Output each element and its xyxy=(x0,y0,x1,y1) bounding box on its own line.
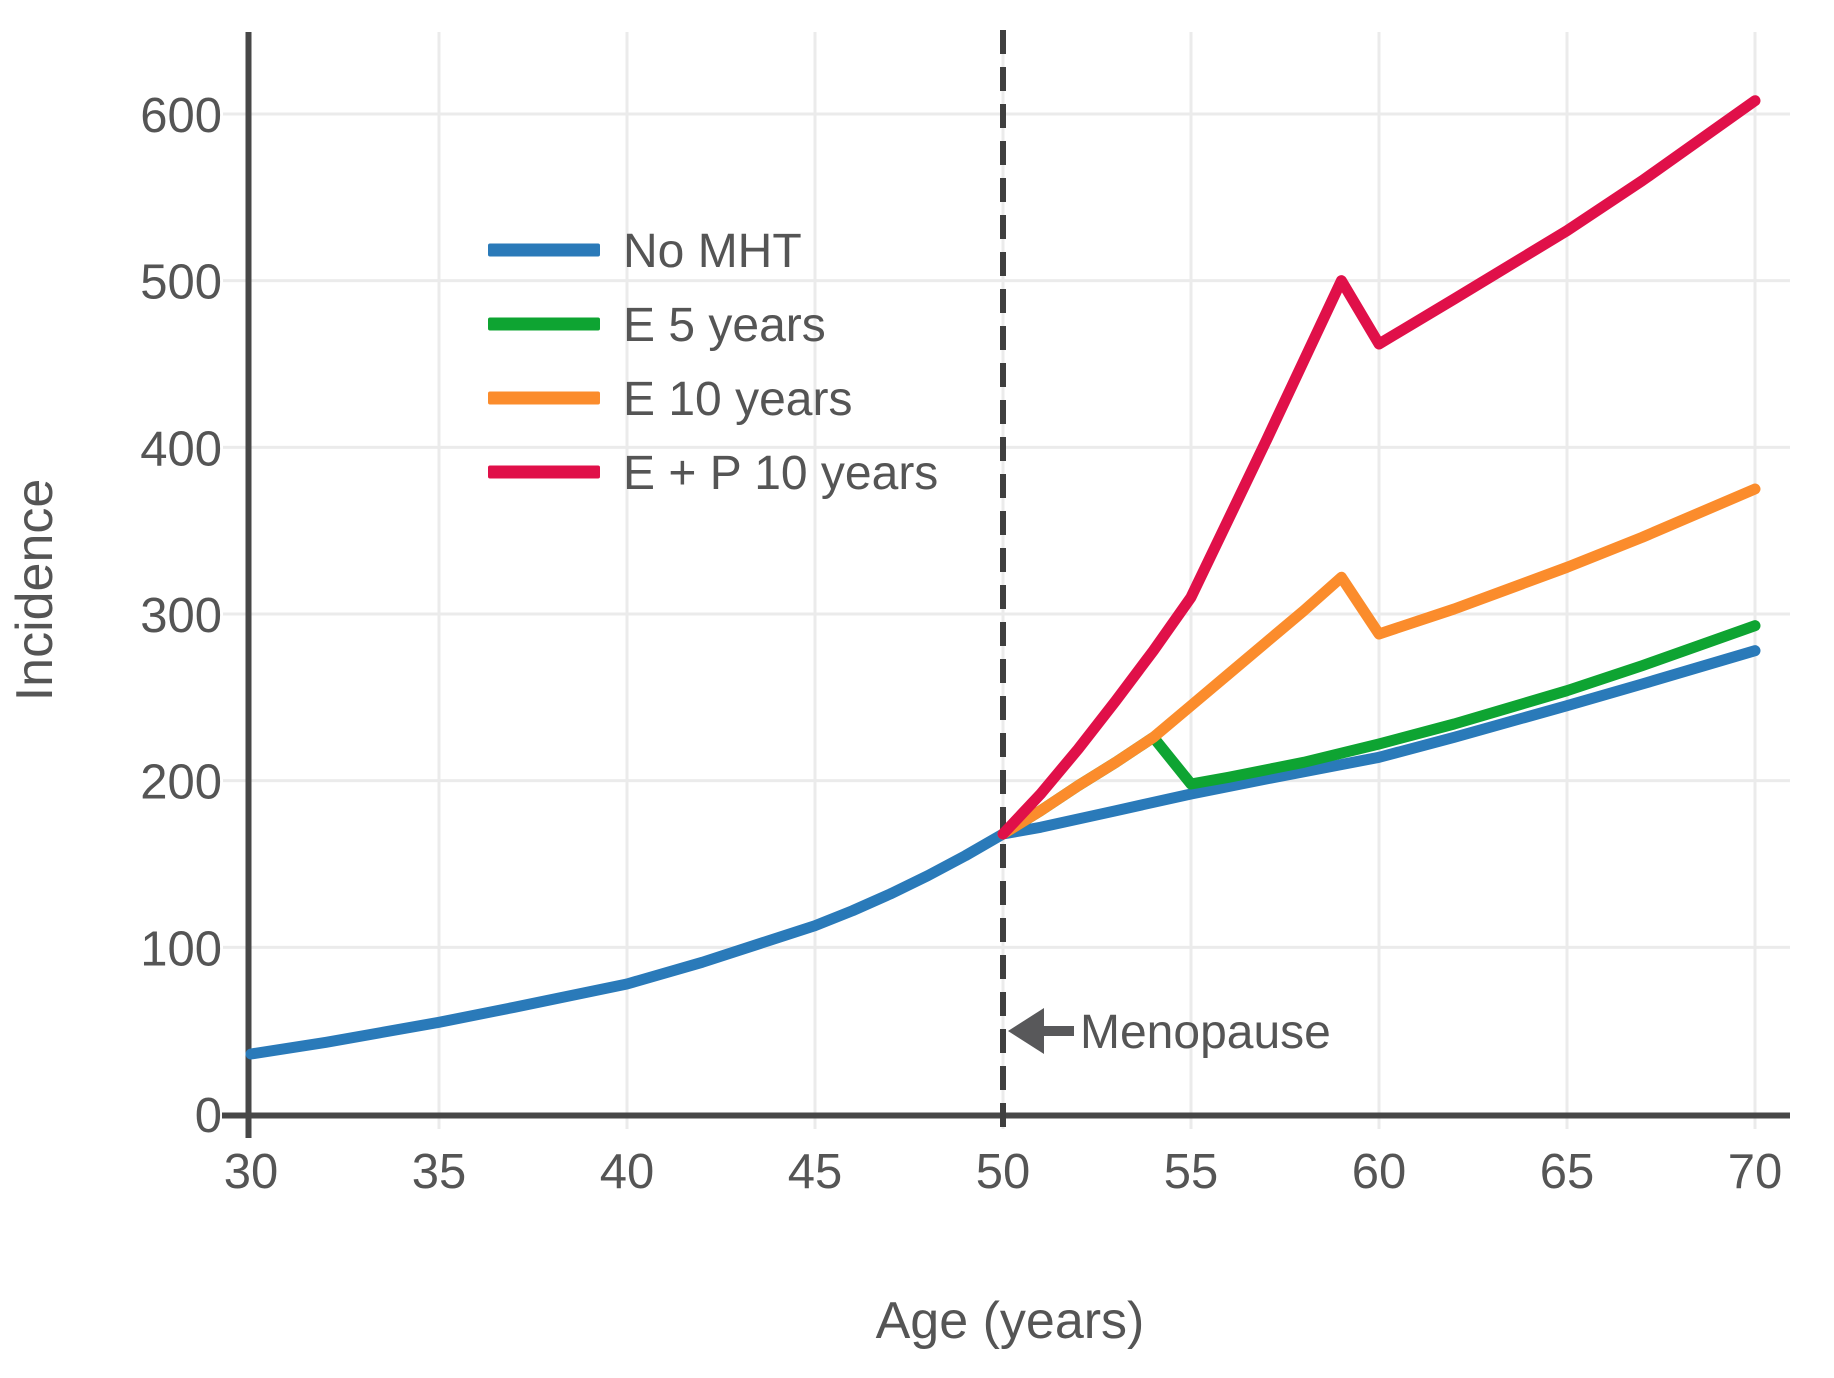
x-tick-label-45: 45 xyxy=(788,1145,843,1199)
series-line-no-mht xyxy=(245,645,1761,1060)
menopause-label: Menopause xyxy=(1080,1006,1331,1059)
gridlines xyxy=(223,32,1790,1129)
series-line-e-p-10-years xyxy=(997,95,1761,840)
legend-item-e-p-10-years: E + P 10 years xyxy=(488,447,938,500)
legend-swatch xyxy=(488,317,600,331)
legend-label: E + P 10 years xyxy=(623,447,938,500)
legend-item-e-5-years: E 5 years xyxy=(488,299,826,352)
series-line-e-10-years xyxy=(997,483,1761,840)
data-series xyxy=(245,95,1761,1060)
x-tick-label-60: 60 xyxy=(1352,1145,1407,1199)
y-tick-label-600: 600 xyxy=(140,89,222,143)
tick-labels: 30 35 40 45 50 55 60 65 70 0 100 200 300 400 500 600 xyxy=(140,89,1782,1199)
y-tick-label-300: 300 xyxy=(140,589,222,643)
x-tick-label-35: 35 xyxy=(412,1145,467,1199)
x-axis-title: Age (years) xyxy=(876,1292,1145,1350)
legend-label: No MHT xyxy=(623,225,802,278)
x-tick-label-65: 65 xyxy=(1540,1145,1595,1199)
x-tick-label-50: 50 xyxy=(976,1145,1031,1199)
legend-swatch xyxy=(488,465,600,479)
y-tick-label-200: 200 xyxy=(140,756,222,810)
x-tick-label-55: 55 xyxy=(1164,1145,1219,1199)
menopause-annotation: Menopause xyxy=(1008,1006,1331,1059)
x-tick-label-30: 30 xyxy=(224,1145,279,1199)
left-arrow-icon xyxy=(1008,1008,1044,1054)
y-tick-label-0: 0 xyxy=(195,1089,222,1143)
y-tick-label-500: 500 xyxy=(140,256,222,310)
arrow-shaft xyxy=(1038,1026,1074,1036)
y-tick-label-100: 100 xyxy=(140,922,222,976)
y-axis-title: Incidence xyxy=(6,479,64,702)
legend-item-e-10-years: E 10 years xyxy=(488,373,852,426)
y-tick-label-400: 400 xyxy=(140,422,222,476)
x-tick-label-40: 40 xyxy=(600,1145,655,1199)
x-tick-label-70: 70 xyxy=(1728,1145,1783,1199)
legend-label: E 10 years xyxy=(623,373,852,426)
legend-item-no-mht: No MHT xyxy=(488,225,802,278)
legend: No MHT E 5 years E 10 years E + P 10 years xyxy=(488,225,938,500)
legend-swatch xyxy=(488,391,600,405)
legend-label: E 5 years xyxy=(623,299,826,352)
legend-swatch xyxy=(488,243,600,257)
